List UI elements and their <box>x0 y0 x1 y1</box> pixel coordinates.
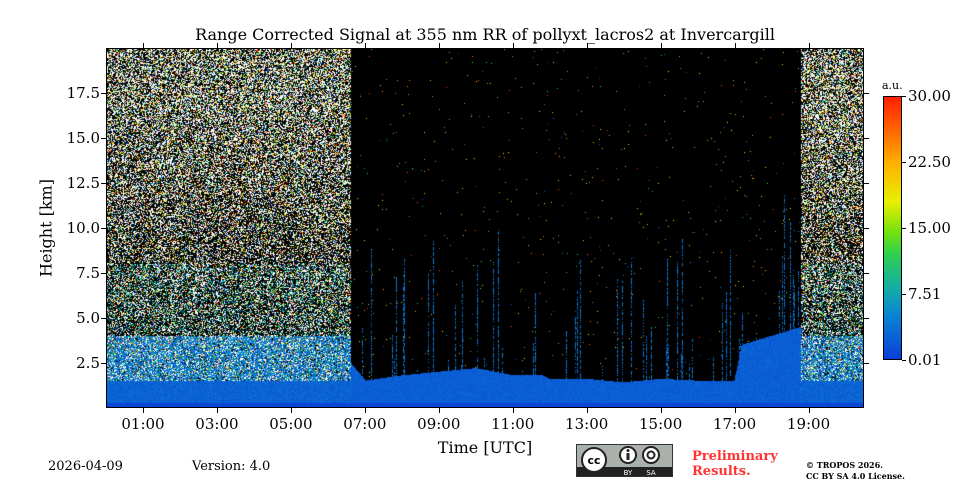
colorbar-unit: a.u. <box>882 79 903 92</box>
colorbar-tick <box>902 96 906 97</box>
y-tick-label: 2.5 <box>76 354 100 372</box>
y-tick-right <box>864 138 869 139</box>
x-tick-label: 03:00 <box>195 415 239 433</box>
y-tick-right <box>864 228 869 229</box>
heatmap <box>107 49 863 407</box>
y-tick-label: 15.0 <box>66 129 100 147</box>
colorbar-tick <box>902 162 906 164</box>
x-tick-top <box>142 43 144 48</box>
cc-license-badge: cc BY SA <box>576 444 673 477</box>
x-tick-top <box>216 43 218 48</box>
colorbar-tick <box>902 293 906 295</box>
x-tick-top <box>660 43 662 48</box>
copyright-line-2: CC BY SA 4.0 License. <box>806 471 905 480</box>
x-tick-label: 15:00 <box>639 415 683 433</box>
y-tick <box>101 318 106 319</box>
colorbar-tick-label: 30.00 <box>908 87 951 105</box>
colorbar-tick-label: 22.50 <box>908 153 951 172</box>
y-tick <box>101 273 106 274</box>
y-tick-right <box>864 93 869 94</box>
copyright-line-1: © TROPOS 2026. <box>806 460 883 470</box>
y-tick <box>101 183 106 184</box>
x-tick-label: 17:00 <box>712 415 757 433</box>
x-tick-top <box>808 43 810 48</box>
colorbar-tick <box>902 360 906 361</box>
x-tick-label: 09:00 <box>417 415 461 433</box>
x-tick-label: 11:00 <box>491 415 535 433</box>
x-tick-label: 13:00 <box>565 415 609 433</box>
x-tick <box>438 408 440 413</box>
x-tick <box>364 408 366 413</box>
y-tick-right <box>864 183 869 184</box>
x-tick-top <box>734 43 736 48</box>
x-axis-label: Time [UTC] <box>437 438 533 457</box>
colorbar <box>883 96 902 360</box>
y-tick <box>101 138 106 139</box>
x-tick-label: 05:00 <box>269 415 313 433</box>
y-tick-label: 12.5 <box>66 174 100 192</box>
x-tick-label: 07:00 <box>343 415 387 433</box>
colorbar-tick-label: 15.00 <box>908 219 951 238</box>
x-tick <box>734 408 736 413</box>
copyright-notice: © TROPOS 2026. CC BY SA 4.0 License. <box>806 460 905 480</box>
colorbar-tick-label: 7.51 <box>908 284 942 303</box>
x-tick-label: 01:00 <box>121 415 165 433</box>
preliminary-notice: Preliminary Results. <box>692 449 778 479</box>
cc-by-sa-icon: cc BY SA <box>577 446 672 477</box>
y-tick-label: 5.0 <box>76 309 100 327</box>
y-axis-label: Height [km] <box>36 179 56 277</box>
x-tick <box>142 408 144 413</box>
x-tick <box>512 408 514 413</box>
y-tick-right <box>864 273 869 274</box>
x-tick <box>586 408 588 413</box>
version-label: Version: 4.0 <box>192 459 271 474</box>
svg-text:cc: cc <box>587 454 600 467</box>
x-tick-top <box>364 43 366 48</box>
x-tick <box>808 408 810 413</box>
chart-title: Range Corrected Signal at 355 nm RR of p… <box>195 25 775 44</box>
y-tick <box>101 363 106 364</box>
y-tick <box>101 228 106 229</box>
preliminary-line-2: Results. <box>692 464 751 479</box>
preliminary-line-1: Preliminary <box>692 449 778 464</box>
y-tick-label: 7.5 <box>76 264 100 282</box>
colorbar-tick-label: 0.01 <box>908 351 942 369</box>
colorbar-tick <box>902 228 906 230</box>
x-tick-top <box>290 43 292 48</box>
x-tick-label: 19:00 <box>786 415 831 433</box>
x-tick-top <box>438 43 440 48</box>
y-tick-label: 17.5 <box>66 84 100 102</box>
x-tick <box>660 408 662 413</box>
y-tick-label: 10.0 <box>66 219 100 237</box>
x-tick <box>290 408 292 413</box>
svg-text:SA: SA <box>646 469 656 476</box>
svg-text:BY: BY <box>624 469 633 476</box>
y-tick <box>101 93 106 94</box>
y-tick-right <box>864 318 869 319</box>
date-label: 2026-04-09 <box>48 459 123 474</box>
y-tick-right <box>864 363 869 364</box>
x-tick-top <box>586 43 588 48</box>
x-tick <box>216 408 218 413</box>
x-tick-top <box>512 43 514 48</box>
